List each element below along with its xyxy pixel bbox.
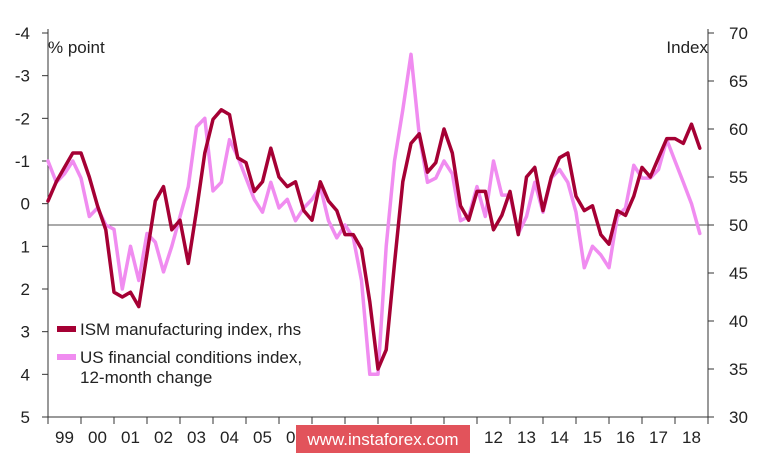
x-tick-label: 01	[121, 428, 140, 447]
right-tick-label: 50	[729, 216, 748, 235]
left-axis-title: % point	[48, 38, 105, 57]
x-tick-label: 15	[583, 428, 602, 447]
x-tick-label: 14	[550, 428, 569, 447]
plot-area	[46, 52, 708, 377]
left-tick-label: -4	[15, 24, 30, 43]
left-tick-label: 0	[21, 195, 30, 214]
left-tick-label: -3	[15, 67, 30, 86]
right-axis-title: Index	[666, 38, 708, 57]
legend: ISM manufacturing index, rhs US financia…	[57, 320, 307, 387]
left-tick-label: 5	[21, 408, 30, 427]
watermark-background	[296, 425, 470, 453]
right-tick-label: 30	[729, 408, 748, 427]
legend-label-ism: ISM manufacturing index, rhs	[80, 320, 301, 339]
legend-label-fci: US financial conditions index, 12-month …	[80, 348, 307, 387]
x-tick-label: 18	[682, 428, 701, 447]
x-tick-label: 17	[649, 428, 668, 447]
left-axis-ticks: -4 -3 -2 -1 0 1 2 3 4 5	[15, 24, 49, 427]
series-line-fci	[46, 52, 702, 377]
right-tick-label: 60	[729, 120, 748, 139]
right-tick-label: 55	[729, 168, 748, 187]
legend-label-fci-line2: 12-month change	[80, 368, 212, 387]
x-tick-label: 00	[88, 428, 107, 447]
watermark-text: www.instaforex.com	[306, 430, 458, 449]
right-tick-label: 70	[729, 24, 748, 43]
series-line-ism	[46, 108, 702, 371]
x-tick-label: 03	[187, 428, 206, 447]
left-tick-label: 1	[21, 237, 30, 256]
x-tick-label: 12	[484, 428, 503, 447]
left-tick-label: 4	[21, 365, 30, 384]
watermark: www.instaforex.com	[296, 425, 470, 453]
x-tick-label: 16	[616, 428, 635, 447]
left-tick-label: -2	[15, 109, 30, 128]
right-tick-label: 65	[729, 72, 748, 91]
left-tick-label: 3	[21, 323, 30, 342]
x-tick-label: 99	[55, 428, 74, 447]
left-tick-label: 2	[21, 280, 30, 299]
right-axis-ticks: 30 35 40 45 50 55 60 65 70	[707, 24, 748, 427]
legend-label-fci-line1: US financial conditions index,	[80, 348, 302, 367]
right-tick-label: 40	[729, 312, 748, 331]
left-tick-label: -1	[15, 152, 30, 171]
x-tick-label: 05	[253, 428, 272, 447]
x-tick-label: 13	[517, 428, 536, 447]
right-tick-label: 35	[729, 360, 748, 379]
x-tick-label: 02	[154, 428, 173, 447]
right-tick-label: 45	[729, 264, 748, 283]
x-tick-label: 04	[220, 428, 239, 447]
